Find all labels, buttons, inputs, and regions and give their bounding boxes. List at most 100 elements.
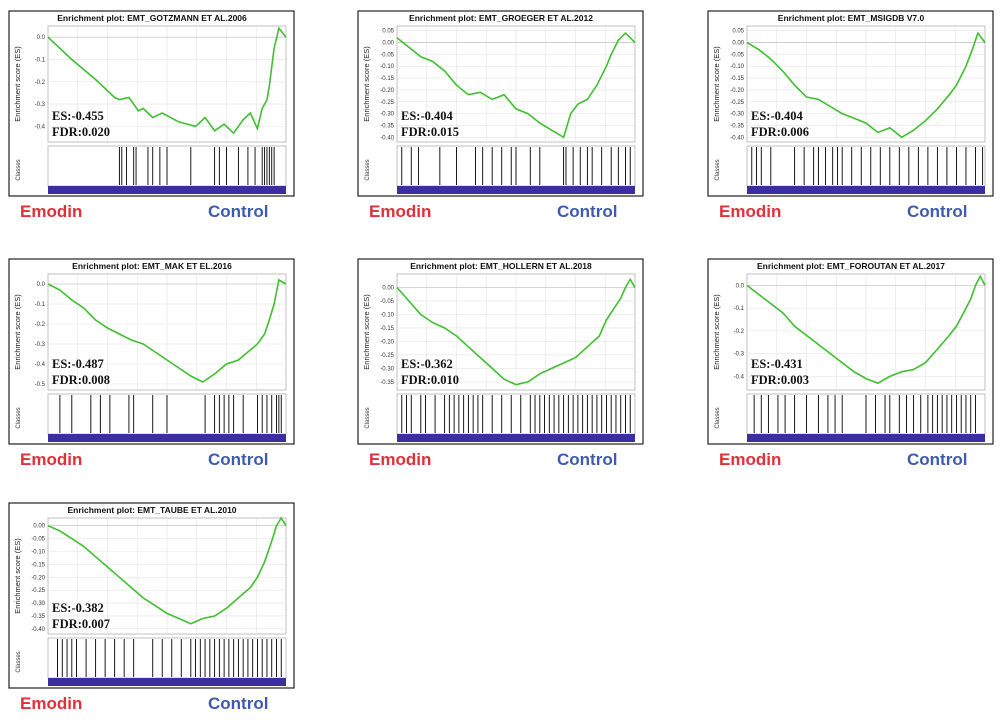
y-tick-label: 0.0 [37, 282, 46, 288]
group-label-control: Control [907, 202, 968, 221]
enrichment-plot-svg: Enrichment plot: EMT_MAK ET EL.2016 0.0 -0… [8, 258, 295, 445]
y-tick-label: -0.15 [380, 326, 394, 332]
hits-strip [396, 393, 636, 435]
enrichment-plot-svg: Enrichment plot: EMT_HOLLERN ET AL.2018 0… [357, 258, 644, 445]
group-label-emodin: Emodin [20, 202, 83, 221]
y-tick-label: -0.3 [35, 342, 46, 348]
y-tick-label: -0.10 [31, 550, 45, 556]
y-tick-label: -0.3 [734, 352, 745, 358]
enrichment-plot-svg: Enrichment plot: EMT_FOROUTAN ET AL.2017… [707, 258, 994, 445]
plot-title: Enrichment plot: EMT_MAK ET EL.2016 [72, 261, 232, 271]
y-tick-label: -0.2 [734, 329, 745, 335]
y-tick-label: -0.40 [730, 135, 744, 141]
y-tick-label: 0.05 [732, 29, 744, 35]
hits-strip [47, 637, 287, 679]
fdr-value: FDR:0.006 [751, 125, 809, 139]
plot-title: Enrichment plot: EMT_TAUBE ET AL.2010 [67, 505, 236, 515]
plot-title: Enrichment plot: EMT_FOROUTAN ET AL.2017 [757, 261, 945, 271]
plot-title: Enrichment plot: EMT_GOTZMANN ET AL.2006 [57, 13, 247, 23]
y-tick-label: -0.4 [35, 124, 46, 130]
classes-label: Classes [16, 407, 22, 428]
group-label-control: Control [208, 694, 269, 713]
es-value: ES:-0.382 [52, 601, 104, 615]
y-tick-label: -0.1 [35, 57, 46, 63]
classes-bar [397, 186, 635, 194]
enrichment-panel: Enrichment plot: EMT_HOLLERN ET AL.2018 0… [357, 258, 649, 480]
y-tick-label: 0.00 [382, 41, 394, 47]
y-tick-label: -0.30 [31, 601, 45, 607]
group-label-control: Control [208, 202, 269, 221]
y-tick-label: -0.5 [35, 382, 46, 388]
y-tick-label: -0.35 [730, 123, 744, 129]
y-tick-label: -0.35 [380, 380, 394, 386]
es-curve [746, 31, 986, 139]
y-tick-label: 0.0 [37, 35, 46, 41]
y-axis-label: Enrichment score (ES) [13, 538, 22, 614]
es-curve [47, 516, 287, 625]
y-axis-label: Enrichment score (ES) [712, 294, 721, 370]
y-tick-label: -0.10 [380, 64, 394, 70]
group-label-control: Control [557, 450, 618, 469]
y-tick-label: -0.1 [734, 306, 745, 312]
y-axis-label: Enrichment score (ES) [13, 46, 22, 122]
enrichment-plot-svg: Enrichment plot: EMT_MSIGDB V7.0 0.05 0.00… [707, 10, 994, 197]
enrichment-panel: Enrichment plot: EMT_MSIGDB V7.0 0.05 0.00… [707, 10, 999, 232]
y-tick-label: -0.30 [380, 366, 394, 372]
es-curve [396, 31, 636, 139]
enrichment-panel: Enrichment plot: EMT_TAUBE ET AL.2010 0.0… [8, 502, 300, 724]
classes-bar [747, 186, 985, 194]
classes-bar [48, 186, 286, 194]
y-axis-label: Enrichment score (ES) [13, 294, 22, 370]
y-tick-label: -0.10 [380, 312, 394, 318]
classes-label: Classes [715, 159, 721, 180]
y-tick-label: 0.00 [33, 524, 45, 530]
y-tick-label: -0.40 [31, 627, 45, 633]
plot-title: Enrichment plot: EMT_HOLLERN ET AL.2018 [410, 261, 592, 271]
es-value: ES:-0.487 [52, 357, 104, 371]
y-tick-label: -0.1 [35, 302, 46, 308]
group-label-emodin: Emodin [20, 450, 83, 469]
y-tick-label: -0.2 [35, 322, 46, 328]
y-tick-label: -0.20 [730, 88, 744, 94]
fdr-value: FDR:0.015 [401, 125, 459, 139]
y-tick-label: -0.4 [734, 374, 745, 380]
classes-label: Classes [365, 407, 371, 428]
classes-bar [397, 434, 635, 442]
es-value: ES:-0.404 [751, 109, 803, 123]
plot-title: Enrichment plot: EMT_GROEGER ET AL.2012 [409, 13, 593, 23]
y-tick-label: -0.4 [35, 362, 46, 368]
classes-bar [48, 678, 286, 686]
enrichment-plot-svg: Enrichment plot: EMT_GROEGER ET AL.2012 0… [357, 10, 644, 197]
y-tick-label: -0.20 [31, 575, 45, 581]
y-tick-label: -0.40 [380, 135, 394, 141]
group-label-emodin: Emodin [369, 202, 432, 221]
group-label-control: Control [557, 202, 618, 221]
y-tick-label: 0.00 [732, 41, 744, 47]
y-axis-label: Enrichment score (ES) [362, 46, 371, 122]
fdr-value: FDR:0.020 [52, 125, 110, 139]
y-tick-label: -0.35 [380, 123, 394, 129]
enrichment-panel: Enrichment plot: EMT_MAK ET EL.2016 0.0 -0… [8, 258, 300, 480]
y-tick-label: -0.30 [730, 112, 744, 118]
group-label-emodin: Emodin [20, 694, 83, 713]
y-tick-label: -0.35 [31, 614, 45, 620]
y-tick-label: -0.15 [730, 76, 744, 82]
es-value: ES:-0.455 [52, 109, 104, 123]
fdr-value: FDR:0.008 [52, 373, 110, 387]
y-tick-label: -0.10 [730, 64, 744, 70]
group-label-emodin: Emodin [369, 450, 432, 469]
enrichment-plot-svg: Enrichment plot: EMT_TAUBE ET AL.2010 0.0… [8, 502, 295, 689]
y-axis-label: Enrichment score (ES) [362, 294, 371, 370]
group-label-control: Control [208, 450, 269, 469]
y-tick-label: -0.20 [380, 339, 394, 345]
classes-bar [48, 434, 286, 442]
y-tick-label: -0.3 [35, 102, 46, 108]
es-curve [396, 277, 636, 386]
es-value: ES:-0.431 [751, 357, 803, 371]
es-curve [47, 278, 287, 383]
y-tick-label: 0.05 [382, 29, 394, 35]
y-tick-label: -0.05 [380, 52, 394, 58]
enrichment-panel: Enrichment plot: EMT_GROEGER ET AL.2012 0… [357, 10, 649, 232]
enrichment-panel: Enrichment plot: EMT_FOROUTAN ET AL.2017… [707, 258, 999, 480]
y-tick-label: -0.30 [380, 112, 394, 118]
